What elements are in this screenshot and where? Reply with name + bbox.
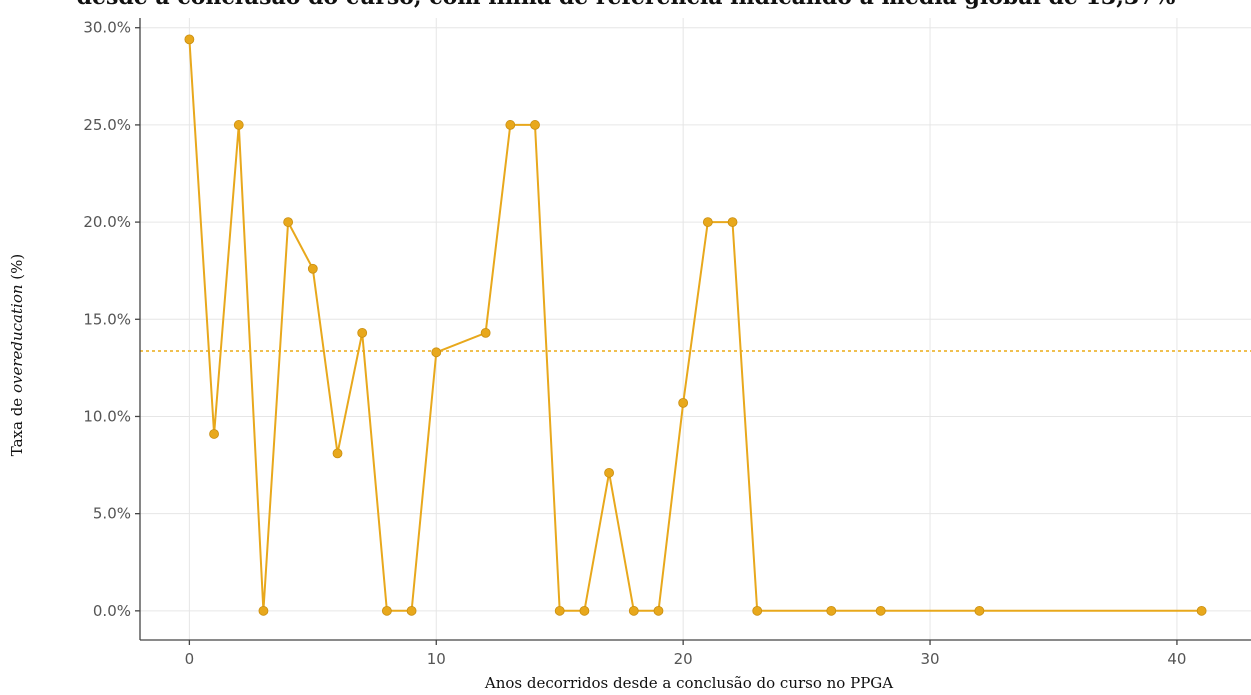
- data-point: [480, 327, 491, 338]
- y-axis-label-prefix: Taxa de: [8, 393, 26, 456]
- data-point: [258, 605, 269, 616]
- chart-title: desde a conclusão do curso, com linha de…: [77, 0, 1176, 10]
- data-point: [406, 605, 417, 616]
- data-point: [381, 605, 392, 616]
- data-point: [233, 120, 244, 130]
- y-tick-label: 0.0%: [93, 602, 131, 620]
- y-ticks: 0.0% 5.0% 10.0% 15.0% 20.0% 25.0% 30.0%: [83, 19, 140, 620]
- y-tick-label: 15.0%: [83, 310, 131, 328]
- x-tick-label: 30: [920, 650, 939, 668]
- data-point: [752, 605, 763, 616]
- x-tick-label: 20: [674, 650, 693, 668]
- x-tick-label: 0: [185, 650, 195, 668]
- data-point: [554, 605, 565, 616]
- x-tick-label: 10: [427, 650, 446, 668]
- data-point: [604, 467, 614, 478]
- data-point: [974, 605, 985, 616]
- data-point: [184, 34, 195, 45]
- y-tick-label: 30.0%: [83, 19, 131, 37]
- data-point: [579, 605, 590, 616]
- data-point: [875, 605, 886, 616]
- y-tick-label: 10.0%: [83, 407, 131, 425]
- data-point: [653, 605, 664, 616]
- data-point: [505, 120, 516, 130]
- grid-lines: [140, 18, 1251, 640]
- y-axis-label: Taxa de overeducation (%): [8, 254, 26, 457]
- data-point: [332, 448, 343, 459]
- x-axis-label: Anos decorridos desde a conclusão do cur…: [484, 674, 893, 692]
- data-point: [209, 429, 219, 439]
- data-points: [184, 34, 1207, 616]
- data-point: [530, 120, 540, 130]
- data-point: [1196, 605, 1207, 616]
- data-point: [826, 605, 837, 616]
- data-point: [307, 263, 318, 274]
- data-point: [702, 217, 713, 227]
- y-tick-label: 5.0%: [93, 505, 131, 523]
- y-axis-label-suffix: (%): [8, 254, 26, 285]
- data-point: [283, 217, 294, 227]
- axes: [139, 18, 1251, 641]
- data-point: [678, 397, 689, 408]
- data-point: [431, 347, 442, 358]
- x-tick-label: 40: [1167, 650, 1186, 668]
- y-tick-label: 25.0%: [83, 116, 131, 134]
- y-tick-label: 20.0%: [83, 213, 131, 231]
- data-point: [357, 327, 368, 338]
- data-point: [628, 605, 639, 616]
- data-point: [727, 217, 738, 227]
- x-ticks: 0 10 20 30 40: [185, 640, 1186, 668]
- y-axis-label-emphasis: overeducation: [8, 284, 26, 393]
